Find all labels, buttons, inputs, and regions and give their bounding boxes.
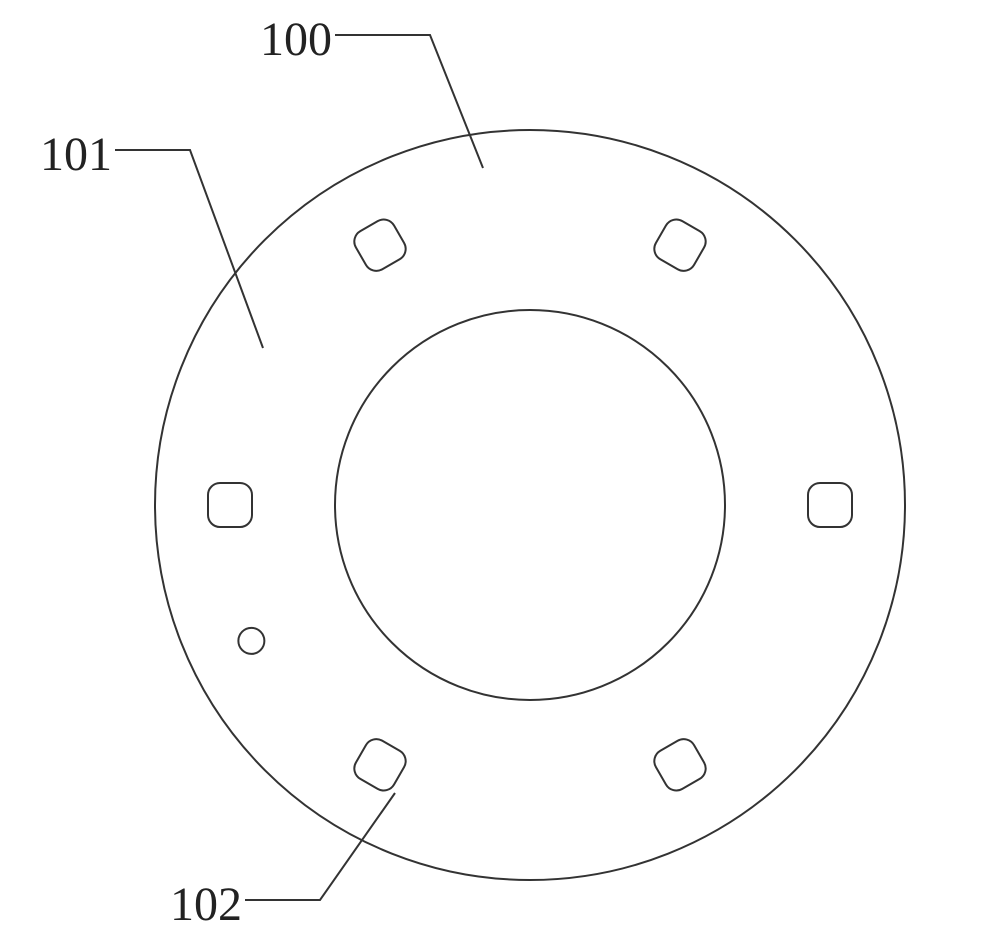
label-102: 102: [170, 878, 242, 926]
bolt-hole-0: [808, 483, 852, 527]
label-100: 100: [260, 13, 332, 66]
locating-pin: [238, 628, 264, 654]
leader-100: [335, 35, 483, 168]
bolt-hole-1: [650, 735, 710, 795]
bolt-hole-5: [650, 215, 710, 275]
bolt-hole-2: [350, 735, 410, 795]
leader-101: [115, 150, 263, 348]
label-101: 101: [40, 128, 112, 181]
inner-circle: [335, 310, 725, 700]
outer-circle: [155, 130, 905, 880]
bolt-hole-4: [350, 215, 410, 275]
leader-102: [245, 793, 395, 900]
bolt-hole-3: [208, 483, 252, 527]
flange-diagram: 100 101 102: [0, 0, 1000, 926]
